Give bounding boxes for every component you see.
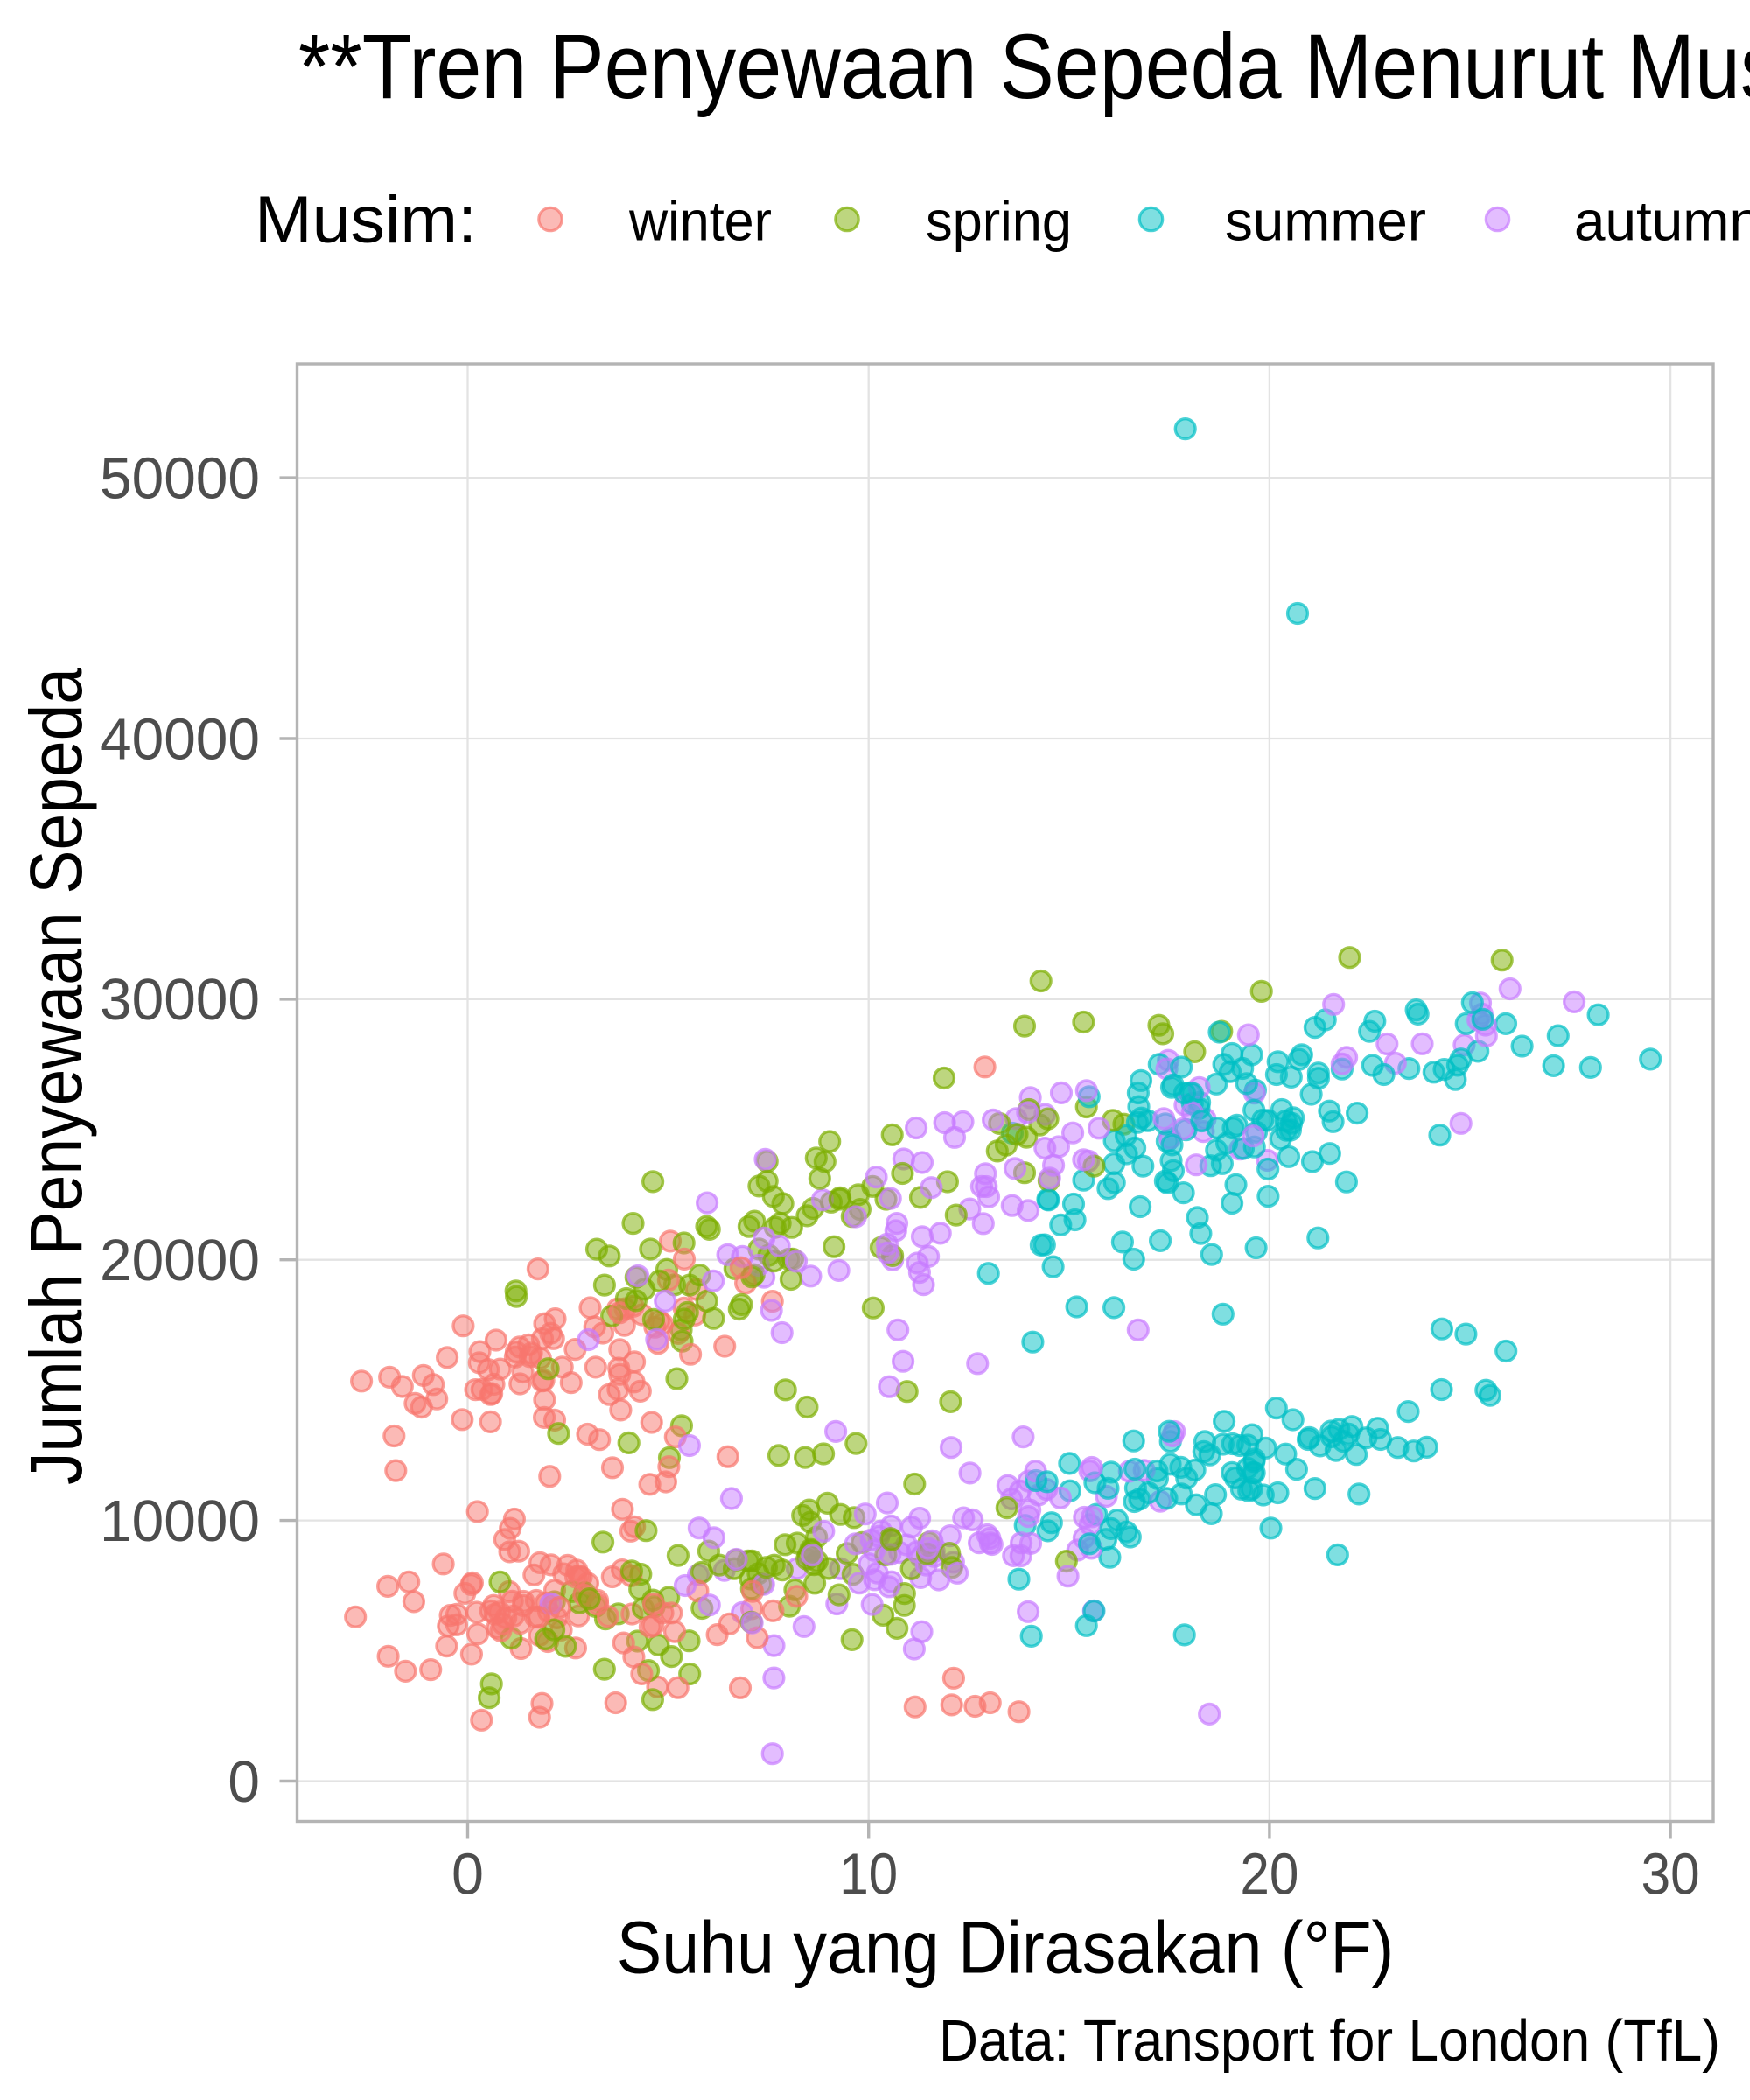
svg-text:20000: 20000 [100,1228,260,1293]
svg-text:Suhu yang Dirasakan (°F): Suhu yang Dirasakan (°F) [617,1907,1395,1989]
svg-text:50000: 50000 [100,445,260,511]
svg-text:Musim:: Musim: [255,183,477,257]
svg-text:summer: summer [1225,190,1426,253]
svg-text:40000: 40000 [100,706,260,772]
svg-text:autumn: autumn [1574,190,1750,253]
svg-text:spring: spring [926,190,1072,253]
svg-text:10: 10 [839,1842,898,1908]
svg-text:**Tren Penyewaan Sepeda Menuru: **Tren Penyewaan Sepeda Menurut Musim** [298,16,1750,118]
svg-text:Data: Transport for London (Tf: Data: Transport for London (TfL) [939,2008,1720,2074]
svg-text:0: 0 [228,1749,260,1815]
svg-text:30: 30 [1642,1842,1700,1908]
svg-text:0: 0 [452,1842,484,1908]
svg-text:30000: 30000 [100,967,260,1032]
svg-text:10000: 10000 [100,1488,260,1554]
svg-text:winter: winter [628,190,772,253]
svg-text:Jumlah Penyewaan Sepeda: Jumlah Penyewaan Sepeda [15,668,97,1485]
svg-text:20: 20 [1240,1842,1298,1908]
